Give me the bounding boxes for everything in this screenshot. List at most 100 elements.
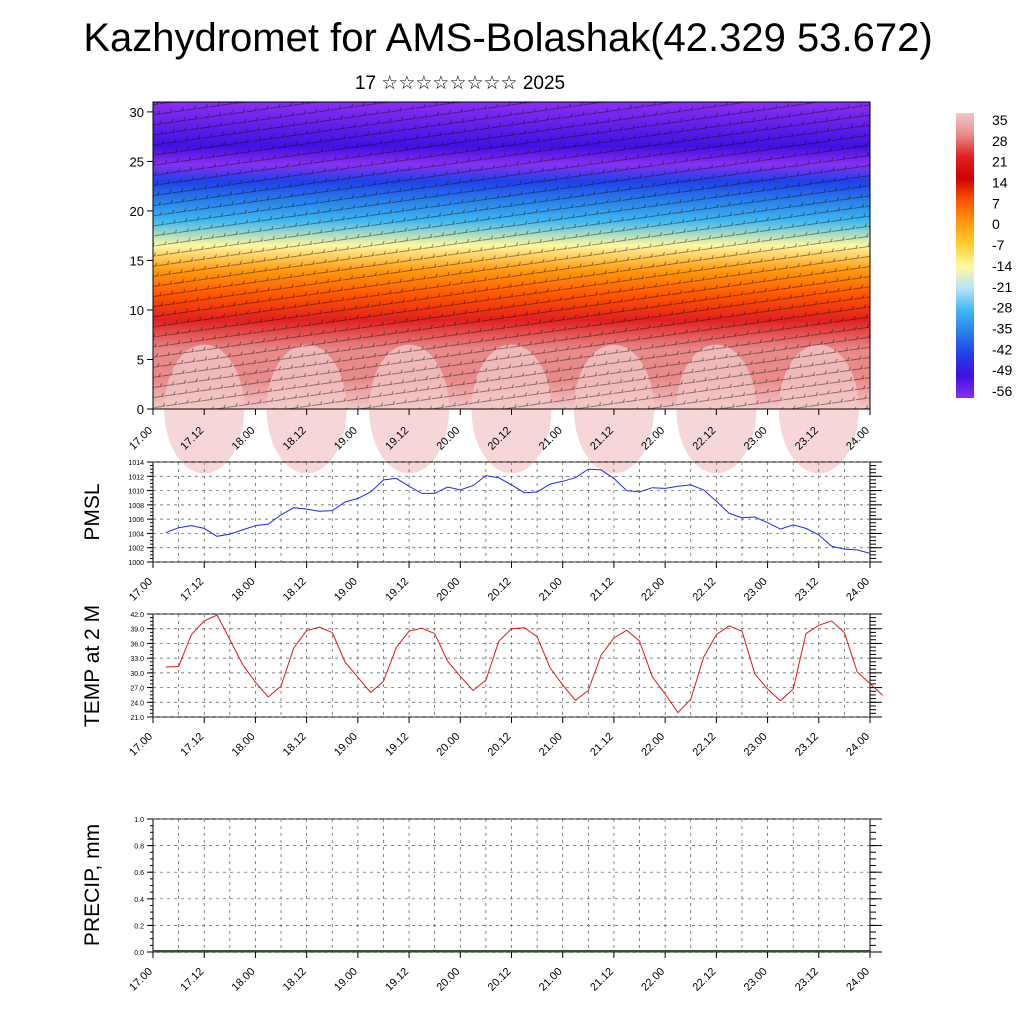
y-tick-label: 1008 [128,503,144,510]
y-tick-label: 1010 [128,489,144,496]
x-tick-label: 21.00 [537,731,565,759]
y-tick-label: 1004 [128,531,144,538]
y-tick-label: 0.2 [134,923,144,930]
pmsl-grid [153,461,870,563]
temp-x-axis: 17.00 17.12 18.00 18.12 19.00 19.12 20.00 20.12… [127,717,872,759]
x-tick-label: 18.12 [281,731,309,759]
y-tick-label: 21.0 [130,715,144,722]
precip-axis-label: PRECIP, mm [81,824,104,946]
x-tick-label: 23.00 [742,731,770,759]
colorbar-label: -49 [992,362,1012,378]
x-tick-label: 21.00 [537,966,565,994]
x-tick-label: 20.00 [434,966,462,994]
y-tick-label: 0.4 [134,897,144,904]
colorbar-ramp [956,113,974,398]
temp-axis-label: TEMP at 2 M [81,605,104,727]
x-tick-label: 23.00 [742,966,770,994]
pmsl-axis-label: PMSL [81,483,104,540]
x-tick-label: 22.12 [691,966,719,994]
x-tick-label: 18.12 [281,966,309,994]
y-tick-label: 25 [130,154,144,169]
x-tick-label: 23.00 [742,576,770,604]
x-tick-label: 22.12 [691,576,719,604]
y-tick-label: 1.0 [134,817,144,824]
x-tick-label: 22.12 [691,731,719,759]
temp-panel: 21.024.027.030.033.036.039.042.0 17.00 17… [81,605,884,759]
y-tick-label: 1002 [128,546,144,553]
x-tick-label: 17.00 [127,966,155,994]
colorbar-label: -28 [992,300,1012,316]
x-tick-label: 20.12 [486,576,514,604]
y-tick-label: 1014 [128,460,144,467]
y-tick-label: 1000 [128,560,144,567]
x-tick-label: 19.12 [383,966,411,994]
pmsl-panel: 1000 1002 1004 1006 1008 1010 1012 1014 17.00 17… [81,460,882,604]
y-tick-label: 36.0 [130,641,144,648]
colorbar: 35 28 21 14 7 0 -7 -14 -21 -28 -35 -42 -49 -56 [956,112,1012,399]
precip-x-axis: 17.00 17.12 18.00 18.12 19.00 19.12 20.00 20.12… [127,952,872,994]
chart-subtitle: 17 ☆☆☆☆☆☆☆☆ 2025 [354,73,566,94]
pmsl-series-line [165,468,871,554]
x-tick-label: 21.00 [537,576,565,604]
x-tick-label: 19.00 [332,576,360,604]
precip-y-axis: 0.0 0.2 0.4 0.6 0.8 1.0 [134,817,882,957]
y-tick-label: 24.0 [130,700,144,707]
y-tick-label: 39.0 [130,627,144,634]
x-tick-label: 19.00 [332,731,360,759]
x-tick-label: 20.12 [486,731,514,759]
temp-grid [153,613,870,718]
colorbar-label: 28 [992,133,1008,149]
x-tick-label: 23.12 [793,576,821,604]
y-tick-label: 10 [130,303,144,318]
temp-series-line [165,614,884,714]
colorbar-label: -21 [992,279,1012,295]
x-tick-label: 18.00 [230,966,258,994]
colorbar-label: -14 [992,258,1012,274]
x-tick-label: 23.12 [793,966,821,994]
x-tick-label: 17.12 [178,731,206,759]
cross-section-y-axis: 0 5 10 15 20 25 30 [130,105,153,417]
x-tick-label: 19.12 [383,731,411,759]
y-tick-label: 27.0 [130,686,144,693]
colorbar-label: -56 [992,383,1012,399]
y-tick-label: 0.0 [134,950,144,957]
y-tick-label: 20 [130,204,144,219]
colorbar-label: 35 [992,112,1008,128]
chart-title: Kazhydromet for AMS-Bolashak(42.329 53.6… [83,16,933,60]
x-tick-label: 18.12 [281,576,309,604]
colorbar-label: -35 [992,320,1012,336]
y-tick-label: 30.0 [130,671,144,678]
x-tick-label: 18.00 [230,731,258,759]
y-tick-label: 0.6 [134,870,144,877]
temp-y-axis: 21.0 24.0 27.0 30.0 33.0 36.0 39.0 42.0 [130,612,882,722]
y-tick-label: 1012 [128,474,144,481]
y-tick-label: 5 [137,352,144,367]
colorbar-label: 7 [992,195,1000,211]
x-tick-label: 17.12 [178,576,206,604]
x-tick-label: 22.00 [639,966,667,994]
precip-grid [153,818,870,953]
x-tick-label: 22.00 [639,731,667,759]
x-tick-label: 19.00 [332,966,360,994]
x-tick-label: 17.00 [127,731,155,759]
x-tick-label: 17.00 [127,425,155,453]
y-tick-label: 1006 [128,517,144,524]
wind-barb-field [153,102,870,409]
x-tick-label: 18.00 [230,576,258,604]
y-tick-label: 42.0 [130,612,144,619]
x-tick-label: 17.00 [127,576,155,604]
precip-panel: 0.00.20.40.60.81.0 17.00 17.12 18.00 18.12 1… [81,817,882,994]
x-tick-label: 24.00 [844,966,872,994]
colorbar-label: 0 [992,216,1000,232]
x-tick-label: 17.12 [178,966,206,994]
x-tick-label: 20.00 [434,576,462,604]
x-tick-label: 24.00 [844,731,872,759]
x-tick-label: 21.12 [588,966,616,994]
y-tick-label: 0 [137,402,144,417]
colorbar-labels: 35 28 21 14 7 0 -7 -14 -21 -28 -35 -42 -49 -56 [992,112,1012,399]
x-tick-label: 21.12 [588,731,616,759]
y-tick-label: 15 [130,253,144,268]
x-tick-label: 22.00 [639,576,667,604]
